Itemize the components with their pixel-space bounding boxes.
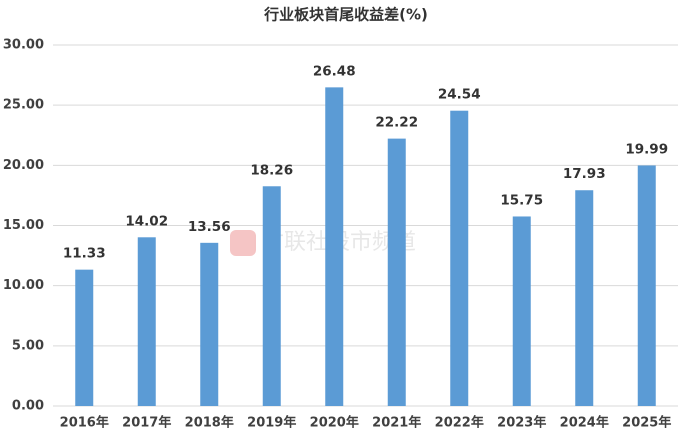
value-label: 19.99 — [625, 141, 668, 157]
bar — [200, 242, 219, 406]
bar — [450, 110, 469, 407]
bar — [637, 165, 656, 406]
value-label: 18.26 — [250, 162, 293, 178]
y-tick-label: 25.00 — [3, 98, 44, 113]
value-label: 11.33 — [63, 246, 106, 262]
x-tick-label: 2022年 — [435, 415, 484, 431]
chart-title: 行业板块首尾收益差(%) — [263, 6, 428, 24]
bar — [387, 138, 406, 407]
bar — [575, 190, 594, 406]
value-label: 26.48 — [313, 63, 356, 79]
x-tick-label: 2025年 — [622, 415, 671, 431]
value-label: 22.22 — [375, 115, 418, 131]
y-tick-label: 5.00 — [12, 338, 44, 353]
bar — [75, 269, 94, 406]
value-label: 14.02 — [125, 213, 168, 229]
value-label: 15.75 — [500, 192, 543, 208]
x-tick-label: 2021年 — [372, 415, 421, 431]
value-label: 13.56 — [188, 219, 231, 235]
x-tick-label: 2016年 — [60, 415, 109, 431]
value-label: 17.93 — [563, 166, 606, 182]
y-tick-label: 10.00 — [3, 278, 44, 293]
x-tick-label: 2018年 — [185, 415, 234, 431]
x-tick-label: 2024年 — [560, 415, 609, 431]
y-tick-label: 30.00 — [3, 38, 44, 53]
x-tick-label: 2023年 — [497, 415, 546, 431]
y-tick-label: 15.00 — [3, 218, 44, 233]
bar — [137, 237, 156, 406]
bar — [512, 216, 531, 406]
x-tick-label: 2017年 — [122, 415, 171, 431]
value-label: 24.54 — [438, 87, 481, 103]
bar — [262, 186, 281, 406]
x-tick-label: 2020年 — [310, 415, 359, 431]
bar — [325, 87, 344, 406]
watermark-logo — [230, 230, 256, 256]
y-tick-label: 0.00 — [12, 399, 44, 414]
x-tick-label: 2019年 — [247, 415, 296, 431]
y-tick-label: 20.00 — [3, 158, 44, 173]
